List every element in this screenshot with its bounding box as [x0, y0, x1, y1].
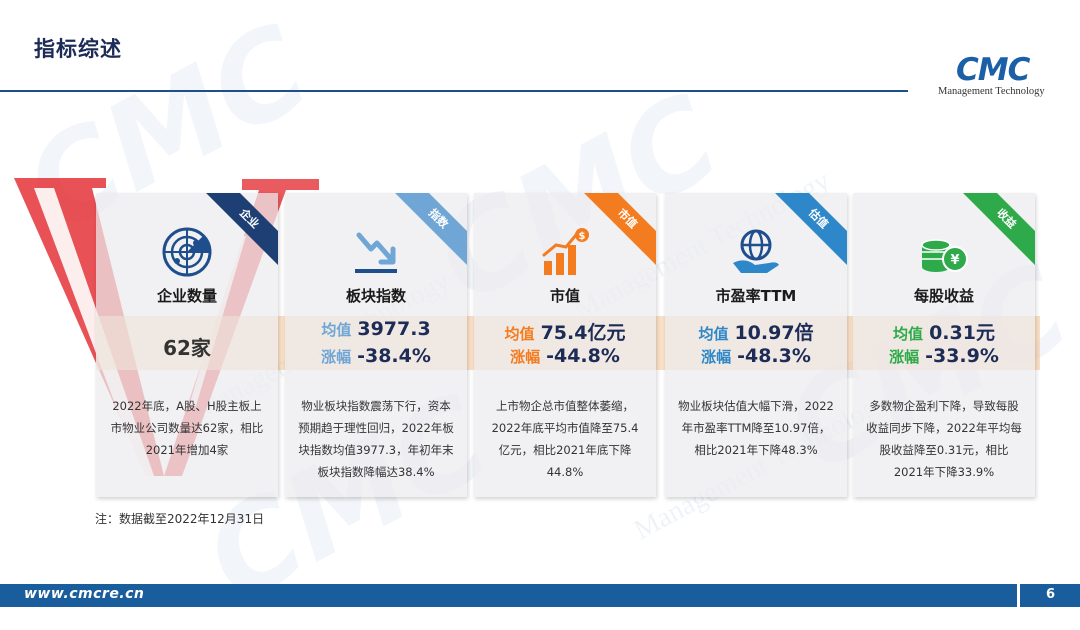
- metric-value: 75.4亿元: [540, 322, 626, 344]
- dollar-chart-icon: $: [542, 228, 589, 275]
- card-pe-ttm: 估值 市盈率TTM 均值 10.97倍 涨幅 -48.3% 物业板块估值大幅下滑，2…: [665, 193, 847, 497]
- footer-url[interactable]: www.cmcre.cn: [24, 586, 145, 602]
- metric-average: 均值 0.31元: [853, 318, 1035, 345]
- globe-hand-icon: [733, 229, 779, 273]
- card-eps: 收益 ¥ 每股收益 均值 0.31元 涨幅 -33.9% 多数物企盈利下降，导致每股…: [853, 193, 1035, 497]
- card-description: 2022年底，A股、H股主板上市物业公司数量达62家，相比2021年增加4家: [110, 399, 264, 457]
- card-description: 物业板块估值大幅下滑，2022年市盈率TTM降至10.97倍，相比2021年下降…: [678, 399, 834, 457]
- data-note: 注：数据截至2022年12月31日: [95, 512, 265, 526]
- radar-icon: [162, 227, 212, 277]
- card-description: 物业板块指数震荡下行，资本预期趋于理性回归，2022年板块指数均值3977.3，…: [298, 399, 454, 479]
- metric-average: 均值 75.4亿元: [474, 318, 656, 345]
- metric-value: -48.3%: [737, 345, 811, 367]
- metric-value: 0.31元: [929, 322, 995, 344]
- card-description: 多数物企盈利下降，导致每股收益同步下降，2022年平均每股收益降至0.31元，相…: [866, 399, 1022, 479]
- metric-average: 均值 10.97倍: [665, 318, 847, 345]
- metric-value: 10.97倍: [734, 322, 814, 344]
- metric-change: 涨幅 -38.4%: [285, 345, 467, 367]
- metric-label: 涨幅: [701, 348, 732, 366]
- trend-down-icon: [355, 232, 397, 273]
- page-title: 指标综述: [34, 37, 122, 61]
- card-sector-index: 指数 板块指数 均值 3977.3 涨幅 -38.4% 物业板块指数震荡下行，资本预…: [285, 193, 467, 497]
- footer-bar: www.cmcre.cn 6: [0, 584, 1080, 607]
- card-description: 上市物企总市值整体萎缩，2022年底平均市值降至75.4亿元，相比2021年底下…: [491, 399, 639, 479]
- company-logo: CMC Management Technology: [938, 52, 1056, 98]
- metric-label: 均值: [504, 325, 535, 343]
- svg-text:¥: ¥: [950, 253, 959, 268]
- metric-label: 均值: [321, 321, 352, 339]
- footer-divider: [1017, 584, 1020, 607]
- coins-icon: ¥: [921, 239, 968, 272]
- header-divider: [0, 90, 908, 92]
- card-title: 市盈率TTM: [715, 287, 797, 305]
- page-number: 6: [1045, 587, 1055, 602]
- metric-change: 涨幅 -33.9%: [853, 345, 1035, 367]
- card-title: 每股收益: [913, 287, 974, 305]
- metric-value: -44.8%: [546, 345, 620, 367]
- card-value: 62家: [163, 336, 211, 360]
- metric-value: 3977.3: [357, 318, 431, 340]
- logo-mark: CMC: [956, 52, 1030, 88]
- metric-label: 均值: [893, 325, 924, 343]
- metric-value: -33.9%: [925, 345, 999, 367]
- svg-text:$: $: [579, 231, 586, 242]
- card-title: 企业数量: [156, 287, 217, 305]
- metric-change: 涨幅 -48.3%: [665, 345, 847, 367]
- metric-average: 均值 3977.3: [285, 318, 467, 340]
- metric-change: 涨幅 -44.8%: [474, 345, 656, 367]
- logo-subtitle: Management Technology: [938, 86, 1045, 97]
- metric-value: -38.4%: [357, 345, 431, 367]
- card-title: 板块指数: [345, 287, 406, 305]
- metric-label: 涨幅: [510, 348, 541, 366]
- metric-label: 涨幅: [889, 348, 920, 366]
- card-title: 市值: [549, 287, 580, 305]
- metric-label: 涨幅: [321, 348, 352, 366]
- metric-label: 均值: [698, 325, 729, 343]
- card-company-count: 企业 企业数量 62家 2022年底，A股、H股主板上市物业公司数量达62家，相…: [96, 193, 278, 497]
- card-market-value: 市值 $ 市值 均值 75.4亿元 涨幅 -44.8% 上市物企总市值整体萎缩，20…: [474, 193, 656, 497]
